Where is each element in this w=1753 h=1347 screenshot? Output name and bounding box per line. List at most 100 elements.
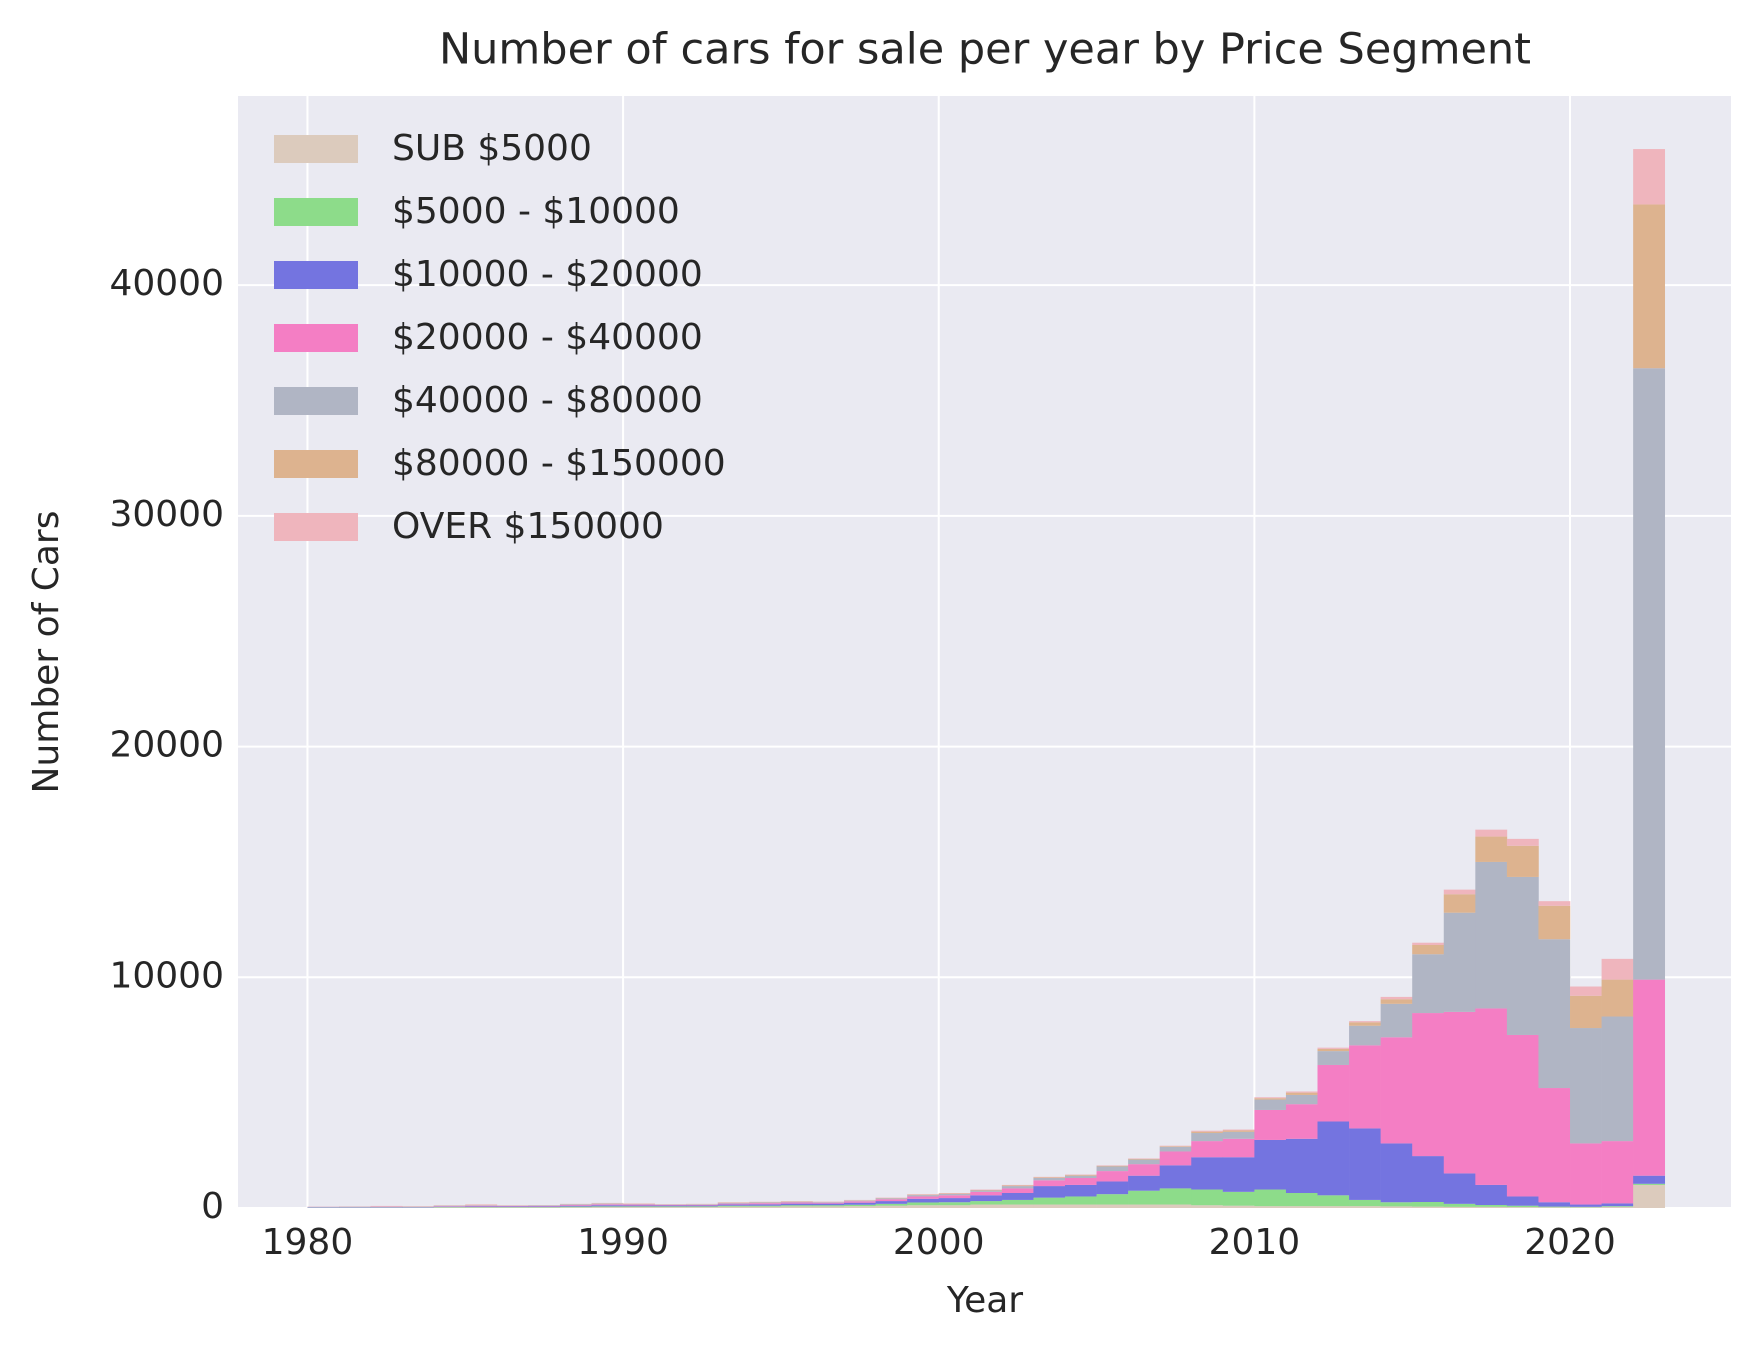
bar-segment xyxy=(844,1202,876,1205)
bar-segment xyxy=(749,1203,782,1205)
bar-segment xyxy=(1222,1191,1255,1206)
bar-segment xyxy=(1570,1028,1602,1144)
bar-segment xyxy=(1254,1139,1287,1190)
y-tick-label: 10000 xyxy=(109,955,224,996)
legend-label: $10000 - $20000 xyxy=(392,254,703,295)
bar-segment xyxy=(1538,1202,1571,1207)
bar-segment xyxy=(780,1203,813,1206)
legend-swatch xyxy=(274,261,358,289)
bar-segment xyxy=(844,1201,876,1203)
bar-segment xyxy=(1633,204,1666,369)
legend-label: SUB $5000 xyxy=(392,128,592,169)
bar-segment xyxy=(749,1202,782,1204)
legend-label: OVER $150000 xyxy=(392,506,664,547)
bar-segment xyxy=(1443,894,1476,913)
bar-segment xyxy=(1633,1175,1666,1184)
bar-segment xyxy=(1128,1159,1160,1165)
bar-segment xyxy=(780,1201,813,1203)
bar-segment xyxy=(559,1207,592,1208)
bar-segment xyxy=(717,1202,750,1204)
bar-segment xyxy=(1191,1189,1224,1206)
bar-segment xyxy=(970,1190,1003,1192)
bar-segment xyxy=(1443,1173,1476,1204)
bar-segment xyxy=(1033,1197,1066,1205)
bar-segment xyxy=(559,1206,592,1208)
y-tick-label: 30000 xyxy=(109,494,224,535)
bar-segment xyxy=(1317,1121,1350,1196)
bar-segment xyxy=(1633,368,1666,980)
bar-segment xyxy=(591,1204,624,1206)
bar-segment xyxy=(1475,836,1508,862)
bar-segment xyxy=(875,1199,908,1202)
x-tick-label: 1990 xyxy=(577,1222,669,1263)
bar-segment xyxy=(1159,1146,1192,1152)
bar-segment xyxy=(1001,1204,1034,1208)
bar-segment xyxy=(1380,1003,1413,1038)
bar-segment xyxy=(1254,1099,1287,1110)
bar-segment xyxy=(1601,1141,1634,1204)
bar-segment xyxy=(1128,1175,1160,1191)
legend-swatch xyxy=(274,324,358,352)
bar-segment xyxy=(1412,942,1445,945)
bar-segment xyxy=(717,1206,750,1208)
bar-segment xyxy=(591,1206,624,1208)
bar-segment xyxy=(1254,1109,1287,1140)
bar-segment xyxy=(1412,1202,1445,1207)
bar-segment xyxy=(812,1206,845,1208)
y-tick-label: 20000 xyxy=(109,725,224,766)
bar-segment xyxy=(1285,1193,1318,1207)
bar-segment xyxy=(938,1198,971,1203)
bar-segment xyxy=(1222,1138,1255,1158)
bar-segment xyxy=(1191,1141,1224,1158)
bar-segment xyxy=(465,1205,498,1207)
bar-segment xyxy=(1033,1178,1066,1181)
bar-segment xyxy=(1159,1165,1192,1189)
bar-segment xyxy=(1443,1206,1476,1208)
bar-segment xyxy=(1159,1188,1192,1205)
bar-segment xyxy=(1191,1157,1224,1190)
bar-segment xyxy=(1064,1178,1097,1185)
x-tick-label: 2020 xyxy=(1524,1222,1616,1263)
bar-segment xyxy=(686,1204,719,1206)
bar-segment xyxy=(780,1205,813,1207)
bar-segment xyxy=(875,1203,908,1206)
bar-segment xyxy=(1191,1205,1224,1208)
bar-segment xyxy=(1475,1008,1508,1185)
bar-segment xyxy=(1001,1199,1034,1205)
bar-segment xyxy=(1128,1164,1160,1176)
bar-segment xyxy=(780,1202,813,1204)
bar-segment xyxy=(1128,1204,1160,1208)
bar-segment xyxy=(1222,1131,1255,1139)
bar-segment xyxy=(1349,1021,1381,1023)
y-tick-label: 40000 xyxy=(109,263,224,304)
bar-segment xyxy=(1380,1037,1413,1144)
bar-segment xyxy=(1159,1146,1192,1147)
legend-label: $80000 - $150000 xyxy=(392,443,726,484)
x-tick-label: 2010 xyxy=(1209,1222,1301,1263)
bar-segment xyxy=(465,1206,498,1208)
bar-segment xyxy=(1601,1206,1634,1208)
bar-segment xyxy=(717,1203,750,1205)
bar-segment xyxy=(1380,996,1413,1000)
legend-label: $5000 - $10000 xyxy=(392,191,680,232)
bar-segment xyxy=(623,1207,655,1208)
legend: SUB $5000 $5000 - $10000 $10000 - $20000 $2… xyxy=(274,128,726,547)
bar-segment xyxy=(1254,1206,1287,1208)
bar-segment xyxy=(623,1206,655,1208)
bar-segment xyxy=(1254,1097,1287,1099)
bar-segment xyxy=(591,1203,624,1205)
bar-segment xyxy=(1506,1207,1539,1208)
bar-segment xyxy=(591,1205,624,1207)
bar-segment xyxy=(1254,1098,1287,1100)
bar-segment xyxy=(907,1205,940,1208)
bar-segment xyxy=(1601,1203,1634,1207)
bar-segment xyxy=(1317,1048,1350,1052)
bar-segment xyxy=(1159,1151,1192,1166)
legend-swatch xyxy=(274,450,358,478)
bar-segment xyxy=(1475,1184,1508,1206)
bar-segment xyxy=(907,1198,940,1203)
bar-segment xyxy=(907,1195,940,1197)
bar-segment xyxy=(1506,838,1539,846)
bar-segment xyxy=(1128,1190,1160,1205)
bar-segment xyxy=(1412,954,1445,1014)
